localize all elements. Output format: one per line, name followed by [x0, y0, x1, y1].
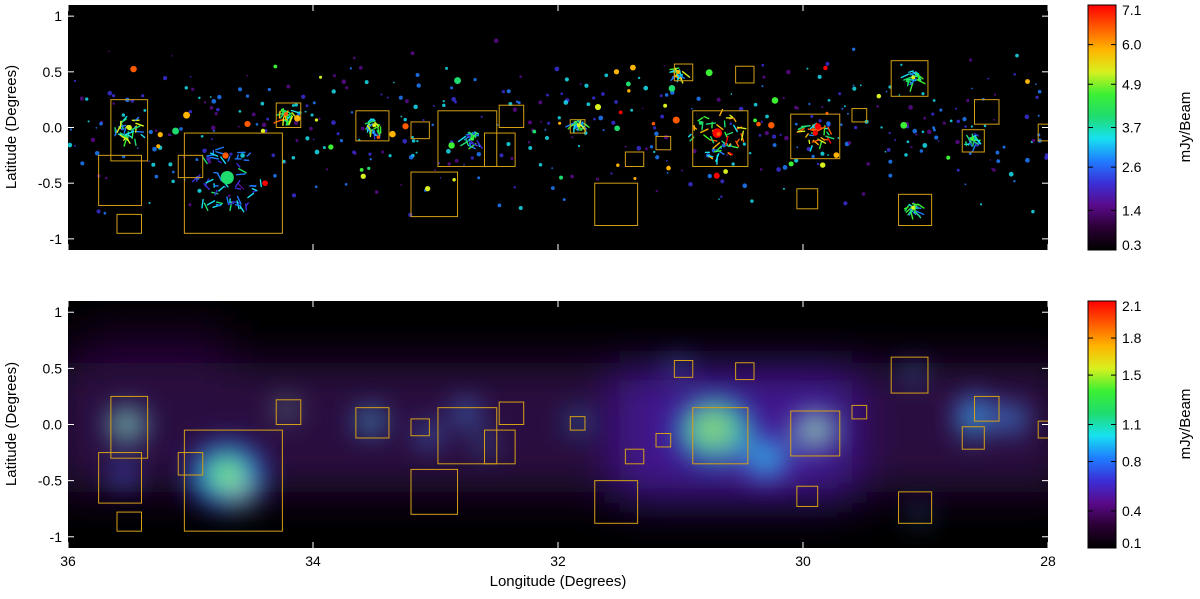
- y-tick-label: -1: [50, 231, 63, 247]
- y-tick-label: 0.5: [43, 64, 63, 80]
- y-tick-label: 0.0: [43, 417, 63, 433]
- colorbar-tick-label: 0.3: [1122, 237, 1142, 253]
- bottom-source: [108, 408, 146, 441]
- y-tick-label: 0.0: [43, 120, 63, 136]
- x-tick-label: 32: [550, 553, 566, 569]
- colorbar-tick-label: 0.4: [1122, 503, 1142, 519]
- colorbar-tick-label: 1.5: [1122, 367, 1142, 383]
- y-tick-label: 1: [54, 8, 62, 24]
- colorbar-tick-label: 1.4: [1122, 202, 1142, 218]
- bottom-source: [223, 478, 255, 506]
- y-tick-label: 0.5: [43, 360, 63, 376]
- colorbar-tick-label: 7.1: [1122, 2, 1142, 18]
- bottom-source: [704, 420, 736, 448]
- bottom-source: [963, 422, 982, 438]
- colorbar-tick-label: 1.1: [1122, 417, 1142, 433]
- bottom-source: [794, 411, 837, 448]
- bottom-source: [911, 507, 927, 521]
- x-axis-title: Longitude (Degrees): [490, 573, 627, 590]
- x-tick-label: 36: [60, 553, 76, 569]
- top-y-axis-title: Latitude (Degrees): [3, 65, 20, 189]
- x-tick-label: 34: [305, 553, 321, 569]
- top-colorbar-label: mJy/Beam: [1177, 92, 1194, 163]
- colorbar-tick-label: 6.0: [1122, 37, 1142, 53]
- bottom-source: [110, 463, 137, 486]
- top-panel: 1 0.5 0.0 -0.5 -1 Latitude (Degrees) 0.3 1.4 2…: [3, 2, 1194, 253]
- bottom-source: [995, 405, 1027, 433]
- colorbar-tick-label: 0.1: [1122, 535, 1142, 551]
- bottom-source: [277, 401, 296, 417]
- bottom-source: [453, 402, 480, 425]
- bottom-y-axis-title: Latitude (Degrees): [3, 362, 20, 486]
- bottom-source: [357, 409, 384, 432]
- y-tick-label: -0.5: [38, 473, 62, 489]
- x-tick-label: 28: [1040, 553, 1056, 569]
- y-tick-label: -0.5: [38, 175, 62, 191]
- colorbar-tick-label: 4.9: [1122, 76, 1142, 92]
- bottom-source: [669, 360, 688, 376]
- bottom-source: [904, 366, 923, 382]
- colorbar-tick-label: 3.7: [1122, 120, 1142, 136]
- colorbar-tick-label: 0.8: [1122, 454, 1142, 470]
- y-tick-label: -1: [50, 529, 63, 545]
- colorbar-tick-label: 1.8: [1122, 330, 1142, 346]
- colorbar-tick-label: 2.6: [1122, 159, 1142, 175]
- colorbar-tick-label: 2.1: [1122, 298, 1142, 314]
- bottom-colorbar-label: mJy/Beam: [1177, 389, 1194, 460]
- y-tick-label: 1: [54, 304, 62, 320]
- x-tick-label: 30: [795, 553, 811, 569]
